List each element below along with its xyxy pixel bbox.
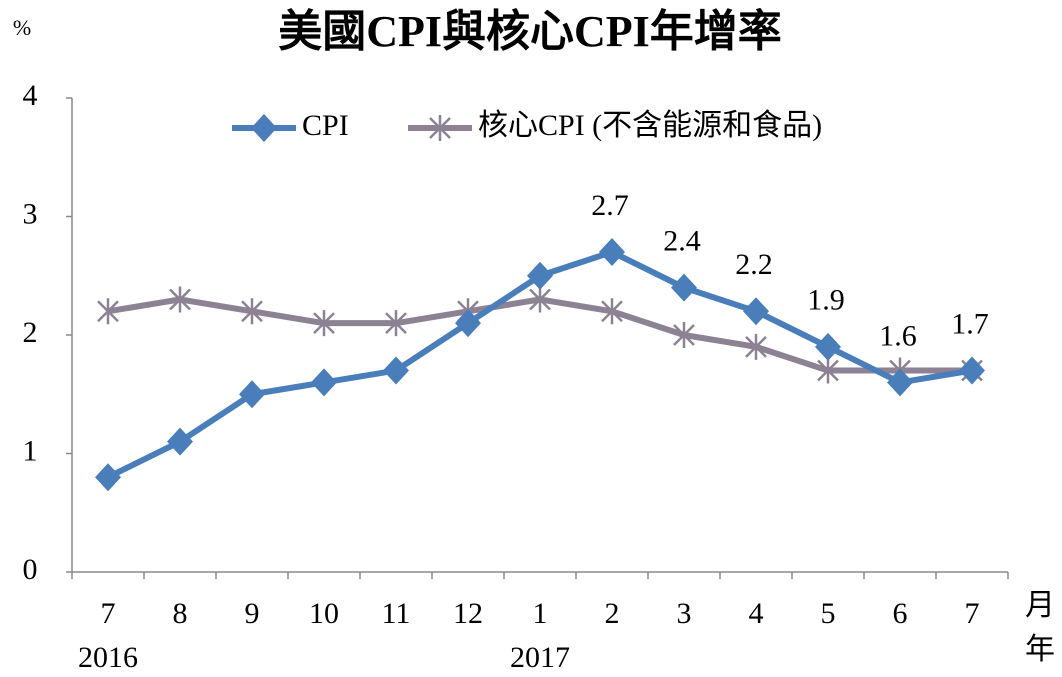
x-tick-label: 5	[821, 597, 836, 630]
point	[817, 357, 839, 384]
data-label: 1.6	[879, 319, 917, 352]
x-tick-label: 9	[245, 597, 260, 630]
point	[815, 332, 841, 361]
point	[745, 333, 767, 360]
point	[455, 309, 481, 338]
point	[671, 273, 697, 302]
point	[429, 115, 451, 141]
point	[743, 297, 769, 326]
point	[385, 310, 407, 337]
x-tick-label: 3	[677, 597, 692, 630]
point	[383, 356, 409, 385]
point	[313, 310, 335, 337]
point	[959, 356, 985, 385]
x-tick-label: 10	[309, 597, 339, 630]
x-tick-label: 7	[965, 597, 980, 630]
data-label: 1.9	[807, 284, 845, 317]
point	[97, 298, 119, 325]
legend-label: CPI	[302, 109, 349, 142]
x-tick-label: 2	[605, 597, 620, 630]
point	[241, 298, 263, 325]
x-tick-label: 1	[533, 597, 548, 630]
point	[251, 114, 277, 142]
x-unit-year: 年	[1025, 633, 1055, 666]
data-label: 2.7	[591, 189, 629, 222]
x-unit-month: 月	[1025, 589, 1055, 622]
legend-label: 核心CPI (不含能源和食品)	[478, 109, 822, 142]
y-tick-label: 4	[23, 79, 38, 112]
point	[527, 261, 553, 290]
point	[167, 427, 193, 456]
year-label: 2017	[510, 641, 570, 674]
point	[599, 238, 625, 267]
y-unit: %	[13, 15, 31, 40]
year-label: 2016	[78, 641, 138, 674]
point	[673, 322, 695, 348]
y-tick-label: 3	[23, 197, 38, 230]
x-tick-label: 6	[893, 597, 908, 630]
data-label: 2.4	[663, 224, 701, 257]
point	[95, 463, 121, 492]
point	[311, 368, 337, 397]
point	[239, 380, 265, 409]
point	[529, 286, 551, 313]
point	[887, 368, 913, 397]
x-tick-label: 12	[453, 597, 483, 630]
data-label: 1.7	[951, 307, 989, 340]
y-tick-label: 0	[23, 553, 38, 586]
point	[601, 298, 623, 325]
x-tick-label: 7	[101, 597, 116, 630]
x-tick-label: 4	[749, 597, 764, 630]
x-tick-label: 11	[382, 597, 411, 630]
y-tick-label: 2	[23, 316, 38, 349]
data-label: 2.2	[735, 248, 773, 281]
y-tick-label: 1	[23, 434, 38, 467]
chart-title: 美國CPI與核心CPI年增率	[278, 7, 782, 56]
point	[169, 286, 191, 313]
x-tick-label: 8	[173, 597, 188, 630]
